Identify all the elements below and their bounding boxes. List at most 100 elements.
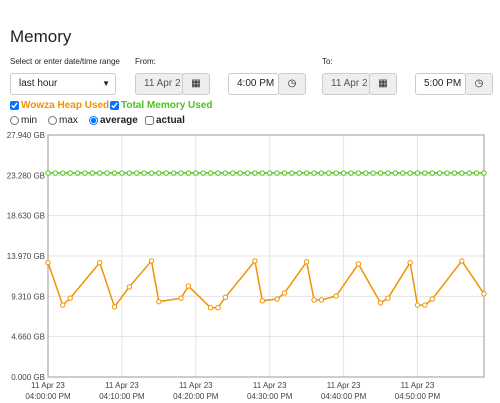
point <box>207 305 214 311</box>
chart: 0.000 GB 4.660 GB 9.310 GB 13.970 GB 18.630 … <box>7 131 487 401</box>
point <box>392 170 399 176</box>
to-time[interactable]: 5:00 PM <box>415 73 466 95</box>
point <box>126 170 132 176</box>
point <box>400 170 406 176</box>
mode-option[interactable]: average <box>89 115 138 126</box>
point <box>355 170 362 176</box>
checkbox[interactable] <box>110 101 119 110</box>
x-tick-date: 11 Apr 23 <box>31 381 65 390</box>
point <box>259 170 266 176</box>
point <box>178 170 184 176</box>
point <box>326 170 332 176</box>
x-tick-time: 04:50:00 PM <box>395 392 441 401</box>
point <box>422 170 428 176</box>
point <box>45 170 51 176</box>
from-label: From: <box>135 57 156 66</box>
point <box>97 259 103 266</box>
to-date[interactable]: 11 Apr 2 <box>322 73 370 95</box>
radio[interactable] <box>10 116 19 125</box>
page-title: Memory <box>10 27 72 46</box>
series-toggle[interactable]: Total Memory Used <box>110 100 213 111</box>
point <box>348 170 354 176</box>
point <box>60 170 66 176</box>
mode-label: min <box>21 115 38 126</box>
point <box>244 170 251 176</box>
point <box>74 170 81 176</box>
point <box>185 170 192 176</box>
point <box>363 170 369 176</box>
from-date[interactable]: 11 Apr 2 <box>135 73 183 95</box>
radio[interactable] <box>48 116 57 125</box>
mode-label: max <box>59 115 78 126</box>
point <box>311 170 317 176</box>
point <box>340 170 347 176</box>
point <box>111 304 118 310</box>
point <box>67 295 73 301</box>
y-tick-label: 4.660 GB <box>11 333 45 342</box>
radio[interactable] <box>89 116 98 125</box>
y-tick-label: 9.310 GB <box>11 292 45 301</box>
point <box>133 170 140 176</box>
checkbox[interactable] <box>145 116 154 125</box>
point <box>119 170 125 176</box>
clock-button[interactable]: ◷ <box>465 73 493 95</box>
point <box>222 294 229 301</box>
point <box>370 170 376 176</box>
point <box>473 170 480 176</box>
point <box>296 170 302 176</box>
x-tick-time: 04:30:00 PM <box>247 392 293 401</box>
y-tick-label: 18.630 GB <box>7 212 45 221</box>
point <box>126 284 132 290</box>
point <box>355 261 362 267</box>
point <box>414 170 421 176</box>
x-tick-date: 11 Apr 23 <box>253 381 287 390</box>
point <box>97 170 103 176</box>
checkbox[interactable] <box>10 101 19 110</box>
point <box>193 170 199 176</box>
series-toggle[interactable]: Wowza Heap Used <box>10 100 109 111</box>
calendar-button[interactable]: ▦ <box>369 73 397 95</box>
to-label: To: <box>322 57 333 66</box>
point <box>333 170 339 176</box>
point <box>318 297 325 303</box>
point <box>281 290 288 296</box>
point <box>311 297 317 303</box>
y-tick-label: 27.940 GB <box>7 131 45 140</box>
x-tick-date: 11 Apr 23 <box>179 381 213 390</box>
x-tick-time: 04:00:00 PM <box>25 392 71 401</box>
range-select[interactable]: last hour ▼ <box>10 73 116 95</box>
point <box>466 170 472 176</box>
point <box>429 296 435 302</box>
mode-option[interactable]: actual <box>145 115 185 126</box>
point <box>104 170 110 176</box>
point <box>141 170 147 176</box>
point <box>407 170 413 176</box>
mode-option[interactable]: min <box>10 115 37 126</box>
point <box>230 170 236 176</box>
point <box>266 170 273 176</box>
mode-option[interactable]: max <box>48 115 78 126</box>
point <box>459 258 465 264</box>
point <box>481 170 487 176</box>
point <box>60 302 66 308</box>
point <box>451 170 458 176</box>
point <box>459 170 465 176</box>
point <box>207 170 214 176</box>
point <box>377 170 384 176</box>
point <box>222 170 229 176</box>
mode-label: actual <box>156 115 185 126</box>
series-line <box>47 259 485 309</box>
point <box>163 170 169 176</box>
point <box>215 170 221 176</box>
from-time[interactable]: 4:00 PM <box>228 73 279 95</box>
legend-label: Wowza Heap Used <box>21 100 110 111</box>
point <box>156 298 162 305</box>
point <box>252 170 258 176</box>
x-tick-date: 11 Apr 23 <box>401 381 435 390</box>
point <box>274 170 280 176</box>
calendar-button[interactable]: ▦ <box>182 73 210 95</box>
x-tick-time: 04:40:00 PM <box>321 392 367 401</box>
point <box>303 259 310 265</box>
clock-button[interactable]: ◷ <box>278 73 306 95</box>
